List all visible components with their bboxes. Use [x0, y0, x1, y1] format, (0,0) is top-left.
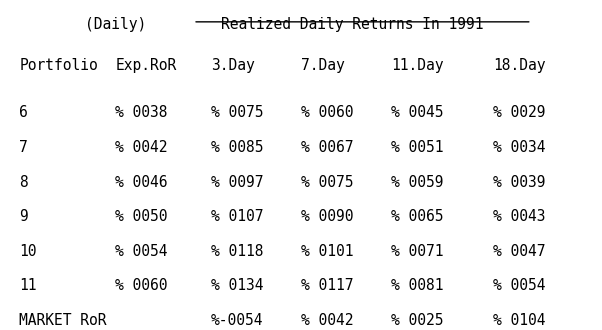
- Text: 3.Day: 3.Day: [211, 58, 255, 73]
- Text: 7: 7: [19, 140, 28, 155]
- Text: % 0101: % 0101: [301, 244, 353, 259]
- Text: % 0085: % 0085: [211, 140, 264, 155]
- Text: Realized Daily Returns In 1991: Realized Daily Returns In 1991: [221, 17, 483, 32]
- Text: Exp.RoR: Exp.RoR: [115, 58, 176, 73]
- Text: % 0054: % 0054: [493, 279, 545, 293]
- Text: % 0071: % 0071: [391, 244, 444, 259]
- Text: % 0081: % 0081: [391, 279, 444, 293]
- Text: % 0059: % 0059: [391, 175, 444, 189]
- Text: % 0025: % 0025: [391, 313, 444, 328]
- Text: Portfolio: Portfolio: [19, 58, 98, 73]
- Text: % 0075: % 0075: [301, 175, 353, 189]
- Text: % 0051: % 0051: [391, 140, 444, 155]
- Text: 6: 6: [19, 105, 28, 120]
- Text: % 0045: % 0045: [391, 105, 444, 120]
- Text: % 0043: % 0043: [493, 209, 545, 224]
- Text: 8: 8: [19, 175, 28, 189]
- Text: 7.Day: 7.Day: [301, 58, 345, 73]
- Text: % 0075: % 0075: [211, 105, 264, 120]
- Text: % 0104: % 0104: [493, 313, 545, 328]
- Text: % 0038: % 0038: [115, 105, 168, 120]
- Text: % 0034: % 0034: [493, 140, 545, 155]
- Text: % 0029: % 0029: [493, 105, 545, 120]
- Text: % 0046: % 0046: [115, 175, 168, 189]
- Text: % 0134: % 0134: [211, 279, 264, 293]
- Text: % 0117: % 0117: [301, 279, 353, 293]
- Text: 18.Day: 18.Day: [493, 58, 545, 73]
- Text: % 0039: % 0039: [493, 175, 545, 189]
- Text: % 0067: % 0067: [301, 140, 353, 155]
- Text: % 0050: % 0050: [115, 209, 168, 224]
- Text: % 0118: % 0118: [211, 244, 264, 259]
- Text: % 0107: % 0107: [211, 209, 264, 224]
- Text: % 0090: % 0090: [301, 209, 353, 224]
- Text: (Daily): (Daily): [85, 17, 146, 32]
- Text: % 0042: % 0042: [301, 313, 353, 328]
- Text: % 0097: % 0097: [211, 175, 264, 189]
- Text: % 0042: % 0042: [115, 140, 168, 155]
- Text: % 0060: % 0060: [301, 105, 353, 120]
- Text: % 0060: % 0060: [115, 279, 168, 293]
- Text: %-0054: %-0054: [211, 313, 264, 328]
- Text: 11.Day: 11.Day: [391, 58, 444, 73]
- Text: % 0047: % 0047: [493, 244, 545, 259]
- Text: 10: 10: [19, 244, 37, 259]
- Text: 9: 9: [19, 209, 28, 224]
- Text: MARKET RoR: MARKET RoR: [19, 313, 107, 328]
- Text: % 0054: % 0054: [115, 244, 168, 259]
- Text: 11: 11: [19, 279, 37, 293]
- Text: % 0065: % 0065: [391, 209, 444, 224]
